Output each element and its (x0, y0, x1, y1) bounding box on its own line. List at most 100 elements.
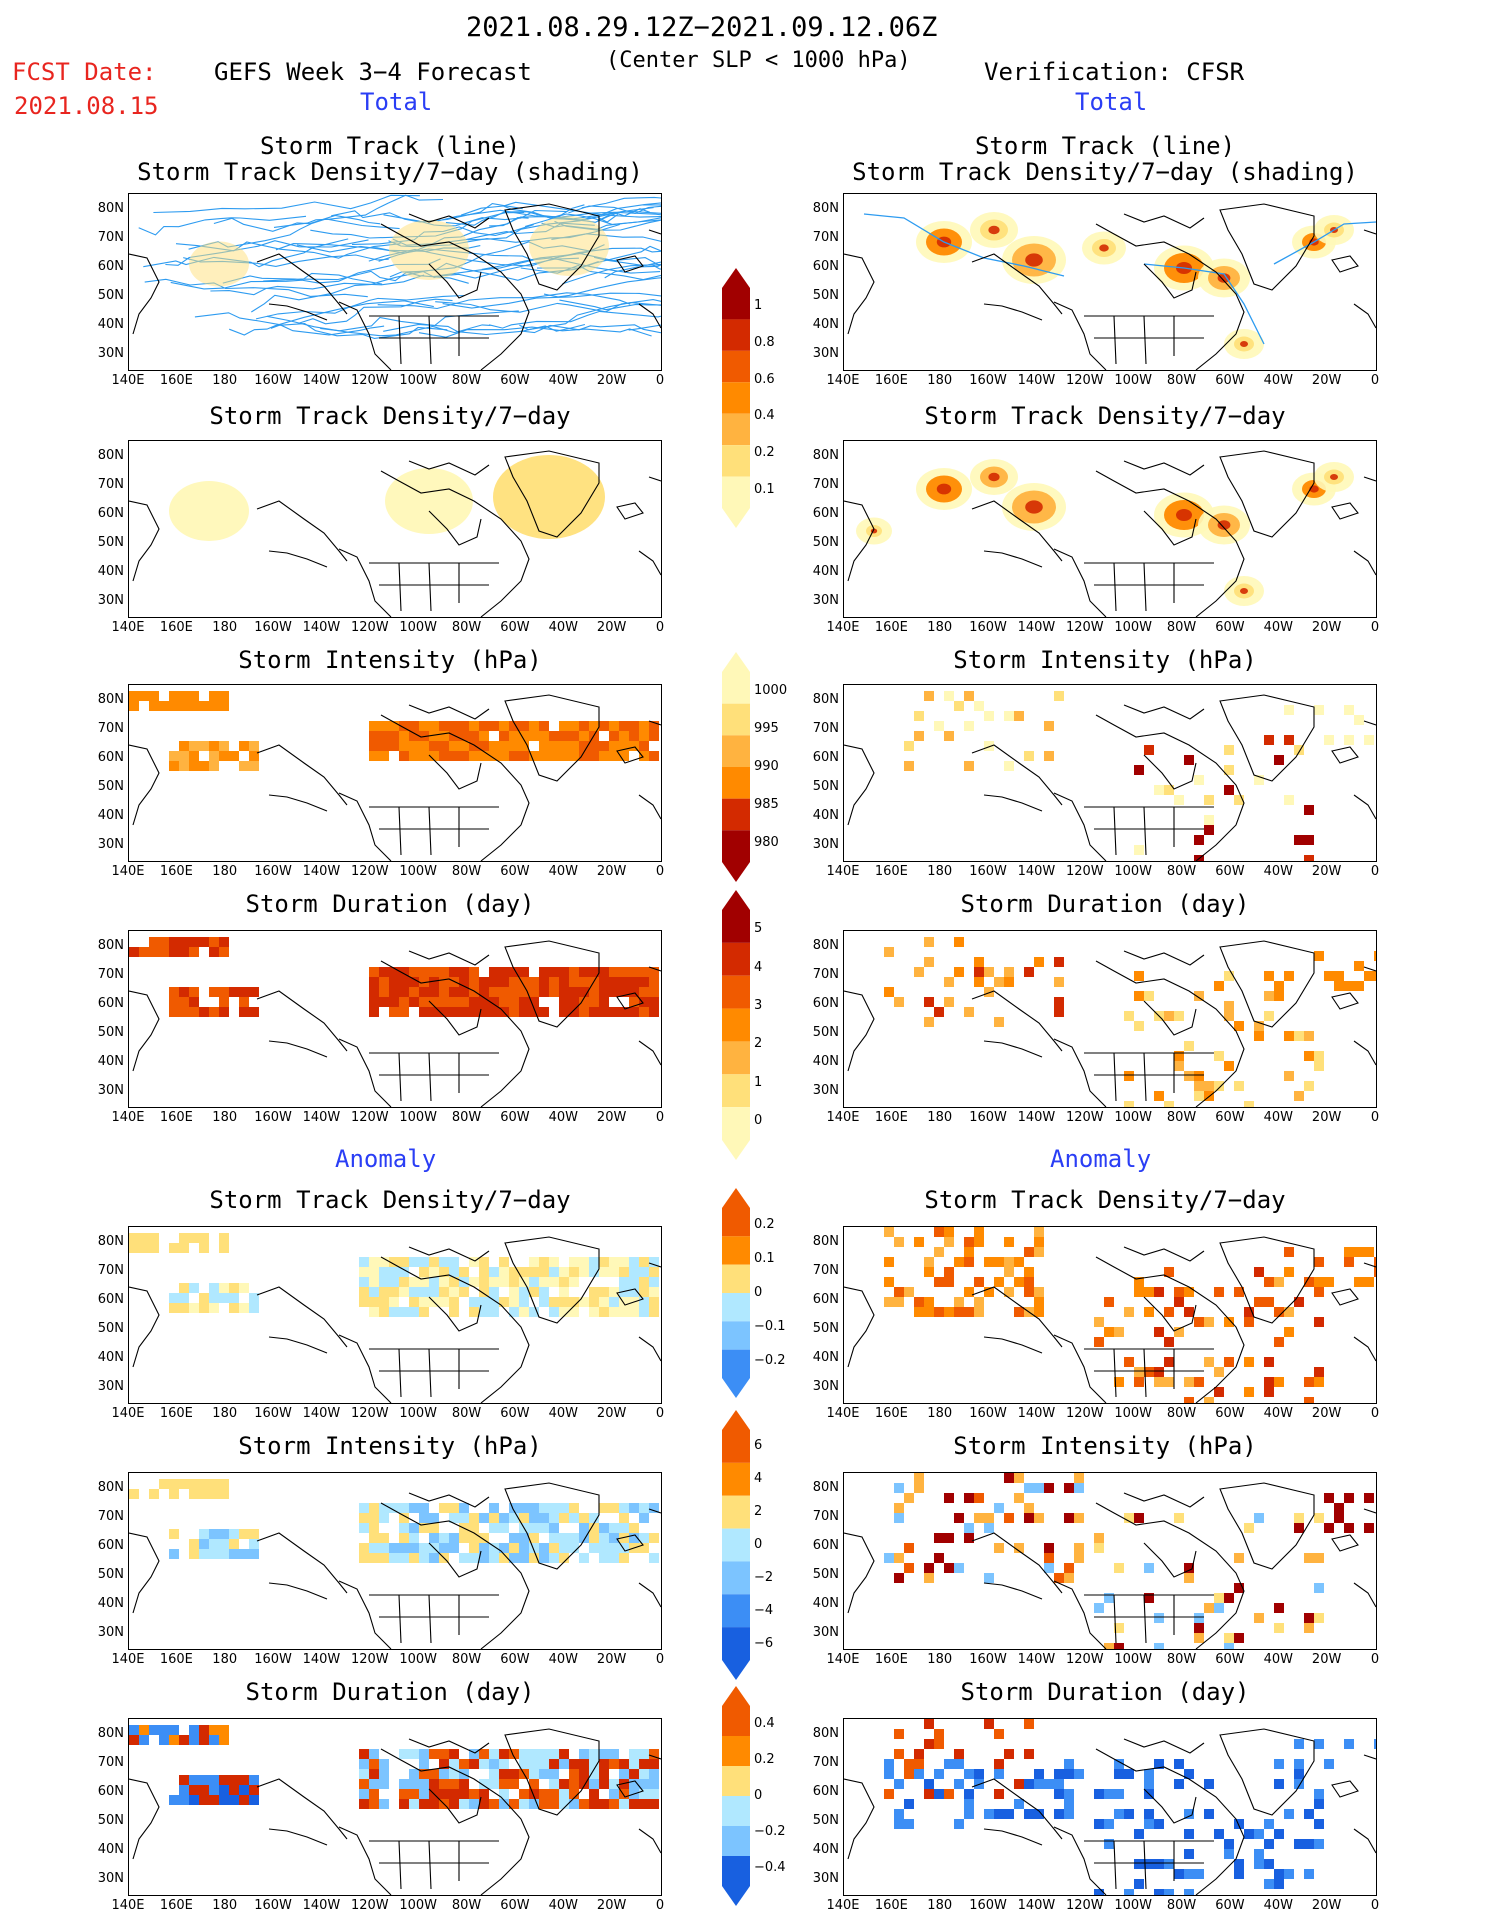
lon-tick-label: 20W (596, 1406, 627, 1421)
lon-tick-label: 0 (1370, 373, 1380, 388)
grid-cell (1294, 1739, 1304, 1749)
grid-cell (984, 711, 994, 721)
grid-cell (189, 761, 199, 771)
grid-cell (954, 1307, 964, 1317)
grid-cell (1304, 805, 1314, 815)
grid-cell (1254, 1613, 1264, 1623)
lat-tick-label: 80N (812, 201, 839, 216)
grid-cell (429, 1267, 439, 1277)
grid-cell (429, 1513, 439, 1523)
grid-cell (984, 1809, 994, 1819)
grid-cell (199, 1303, 209, 1313)
lon-tick-label: 140W (1017, 1652, 1056, 1667)
grid-cell (189, 1735, 199, 1745)
title-right-r4: Storm Duration (day) (960, 890, 1250, 918)
grid-cell (1004, 1267, 1014, 1277)
lon-tick-label: 160E (874, 1110, 908, 1125)
grid-cell (529, 977, 539, 987)
grid-cell (589, 1749, 599, 1759)
grid-cell (1324, 971, 1334, 981)
lat-tick-label: 60N (812, 750, 839, 765)
grid-cell (954, 1749, 964, 1759)
grid-cell (549, 1297, 559, 1307)
colorbar-label: 0 (754, 1112, 763, 1128)
grid-cell (539, 1799, 549, 1809)
grid-cell (1204, 1357, 1214, 1367)
grid-cell (359, 1789, 369, 1799)
colorbar-segment (722, 1107, 750, 1140)
grid-cell (539, 1769, 549, 1779)
grid-cell (569, 1307, 579, 1317)
lat-tick-label: 50N (97, 535, 124, 550)
grid-cell (189, 1479, 199, 1489)
grid-cell (449, 1287, 459, 1297)
grid-cell (549, 741, 559, 751)
grid-cell (249, 1785, 259, 1795)
grid-cell (509, 1749, 519, 1759)
grid-cell (1214, 1367, 1224, 1377)
grid-cell (499, 1267, 509, 1277)
density-blob (493, 455, 605, 539)
storm-track-line (488, 310, 661, 329)
grid-cell (189, 987, 199, 997)
grid-cell (1174, 1297, 1184, 1307)
grid-cell (649, 1277, 659, 1287)
grid-cell (1234, 1583, 1244, 1593)
grid-cell (1364, 1277, 1374, 1287)
grid-cell (1014, 1779, 1024, 1789)
storm-track-line (266, 315, 491, 337)
grid-cell (379, 1769, 389, 1779)
grid-cell (589, 987, 599, 997)
grid-cell (1314, 1061, 1324, 1071)
lon-tick-label: 100W (399, 620, 438, 635)
lon-tick-label: 60W (1215, 1110, 1245, 1125)
grid-cell (209, 1549, 219, 1559)
lon-tick-label: 140W (1017, 373, 1056, 388)
grid-cell (549, 1779, 559, 1789)
density-blob (1240, 341, 1248, 347)
colorbar-arrow-bottom (722, 1660, 750, 1680)
grid-cell (359, 1749, 369, 1759)
grid-cell (1154, 1819, 1164, 1829)
grid-cell (1314, 1287, 1324, 1297)
grid-cell (1314, 1789, 1324, 1799)
grid-cell (639, 1543, 649, 1553)
grid-cell (599, 1533, 609, 1543)
grid-cell (599, 997, 609, 1007)
lon-tick-label: 120W (1065, 864, 1104, 879)
grid-cell (229, 1293, 239, 1303)
grid-cell (1104, 1327, 1114, 1337)
grid-cell (229, 1529, 239, 1539)
grid-cell (649, 1553, 659, 1563)
grid-cell (629, 1759, 639, 1769)
lon-tick-label: 160E (159, 1110, 193, 1125)
grid-cell (1224, 1061, 1234, 1071)
storm-track-line (628, 324, 661, 331)
grid-cell (369, 1287, 379, 1297)
grid-cell (569, 987, 579, 997)
colorbar-arrow-top (722, 1188, 750, 1208)
grid-cell (1274, 1759, 1284, 1769)
grid-cell (1184, 1287, 1194, 1297)
grid-cell (639, 1503, 649, 1513)
lon-tick-label: 140W (302, 1652, 341, 1667)
lat-tick-label: 50N (812, 1321, 839, 1336)
grid-cell (924, 1789, 934, 1799)
grid-cell (649, 721, 659, 731)
grid-cell (549, 987, 559, 997)
grid-cell (1234, 1819, 1244, 1829)
grid-cell (219, 997, 229, 1007)
grid-cell (459, 721, 469, 731)
grid-cell (499, 721, 509, 731)
grid-cell (1284, 1071, 1294, 1081)
grid-cell (579, 1553, 589, 1563)
grid-cell (1074, 1553, 1084, 1563)
grid-cell (1374, 1257, 1376, 1267)
grid-cell (489, 1277, 499, 1287)
grid-cell (1184, 1829, 1194, 1839)
lat-tick-label: 30N (97, 346, 124, 361)
grid-cell (649, 987, 659, 997)
grid-cell (894, 1287, 904, 1297)
grid-cell (479, 751, 489, 761)
grid-cell (1194, 1613, 1204, 1623)
